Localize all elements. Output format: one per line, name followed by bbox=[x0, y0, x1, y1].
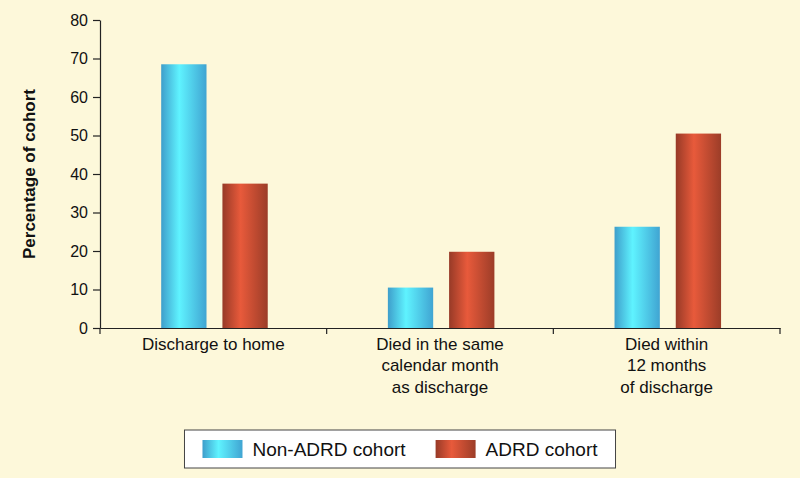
y-tick-label: 20 bbox=[70, 243, 88, 260]
x-tick-label: Discharge to home bbox=[142, 335, 285, 354]
y-tick-mark bbox=[93, 174, 100, 175]
legend-box bbox=[184, 430, 615, 468]
y-axis: 0 10 20 30 40 50 60 70 80 bbox=[70, 12, 100, 337]
bar bbox=[676, 134, 721, 328]
y-tick: 40 bbox=[70, 166, 100, 183]
y-tick-label: 0 bbox=[79, 320, 88, 337]
x-tick-label: Died within12 monthsof discharge bbox=[620, 335, 713, 397]
legend-label: Non-ADRD cohort bbox=[252, 439, 406, 460]
legend-swatch bbox=[202, 440, 242, 458]
legend-swatch bbox=[436, 440, 476, 458]
y-tick-mark bbox=[93, 135, 100, 136]
legend-label: ADRD cohort bbox=[486, 439, 599, 460]
bars bbox=[161, 64, 721, 328]
y-tick: 0 bbox=[79, 320, 100, 337]
x-axis: Discharge to home Died in the samecalenda… bbox=[101, 328, 781, 397]
y-tick-mark bbox=[93, 20, 100, 21]
legend: Non-ADRD cohort ADRD cohort bbox=[184, 430, 615, 468]
bar bbox=[161, 64, 206, 328]
y-axis-title: Percentage of cohort bbox=[20, 89, 39, 259]
x-boundary-tick bbox=[779, 328, 780, 334]
bar bbox=[222, 184, 267, 328]
y-tick-mark bbox=[93, 328, 100, 329]
y-tick-label: 50 bbox=[70, 127, 88, 144]
chart: 0 10 20 30 40 50 60 70 80 Discharge to home Died i… bbox=[0, 0, 800, 478]
y-tick: 60 bbox=[70, 89, 100, 106]
bar bbox=[388, 288, 433, 328]
x-axis-line bbox=[101, 328, 781, 329]
x-boundary-tick bbox=[553, 328, 554, 334]
y-tick: 50 bbox=[70, 127, 100, 144]
y-tick-mark bbox=[93, 97, 100, 98]
y-tick-mark bbox=[93, 212, 100, 213]
legend-item: ADRD cohort bbox=[436, 439, 599, 460]
y-tick-label: 40 bbox=[70, 166, 88, 183]
x-tick-label: Died in the samecalendar monthas dischar… bbox=[376, 335, 504, 397]
x-tick: Died within12 monthsof discharge bbox=[620, 328, 713, 397]
y-axis-line bbox=[100, 21, 101, 329]
y-tick: 70 bbox=[70, 50, 100, 67]
y-tick: 30 bbox=[70, 204, 100, 221]
background bbox=[0, 0, 800, 478]
bar bbox=[615, 227, 660, 328]
y-tick-label: 60 bbox=[70, 89, 88, 106]
y-tick-mark bbox=[93, 251, 100, 252]
y-tick: 20 bbox=[70, 243, 100, 260]
bar bbox=[449, 252, 494, 328]
x-boundary-tick bbox=[99, 328, 100, 334]
y-tick: 10 bbox=[70, 281, 100, 298]
y-tick-label: 80 bbox=[70, 12, 88, 29]
y-tick-label: 10 bbox=[70, 281, 88, 298]
y-tick-label: 30 bbox=[70, 204, 88, 221]
y-tick: 80 bbox=[70, 12, 100, 29]
y-tick-mark bbox=[93, 58, 100, 59]
x-tick: Died in the samecalendar monthas dischar… bbox=[376, 328, 504, 397]
y-tick-label: 70 bbox=[70, 50, 88, 67]
y-tick-mark bbox=[93, 289, 100, 290]
x-boundary-tick bbox=[326, 328, 327, 334]
legend-item: Non-ADRD cohort bbox=[202, 439, 406, 460]
x-tick: Discharge to home bbox=[142, 328, 285, 354]
